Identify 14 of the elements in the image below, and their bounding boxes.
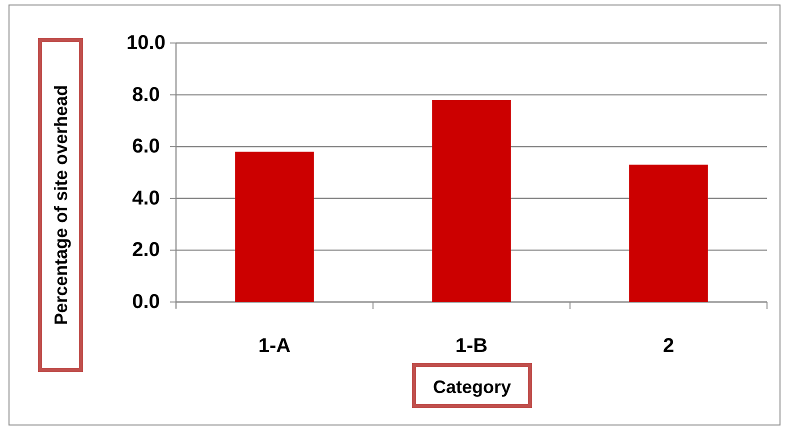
y-tick-label: 4.0: [132, 187, 160, 210]
x-tick-label: 1-B: [455, 335, 488, 357]
x-tick-label: 1-A: [258, 335, 291, 357]
x-axis-title: Category: [432, 377, 512, 397]
bar: [629, 164, 708, 302]
bar: [432, 100, 511, 302]
x-tick-label: 2: [662, 335, 674, 357]
y-axis-title: Percentage of site overhead: [51, 84, 71, 326]
y-tick-label: 8.0: [132, 84, 160, 106]
y-tick-label: 0.0: [132, 291, 160, 313]
y-tick-label: 10.0: [126, 32, 166, 54]
y-tick-label: 2.0: [132, 239, 160, 262]
y-tick-label: 6.0: [132, 136, 160, 158]
bar: [235, 152, 314, 302]
